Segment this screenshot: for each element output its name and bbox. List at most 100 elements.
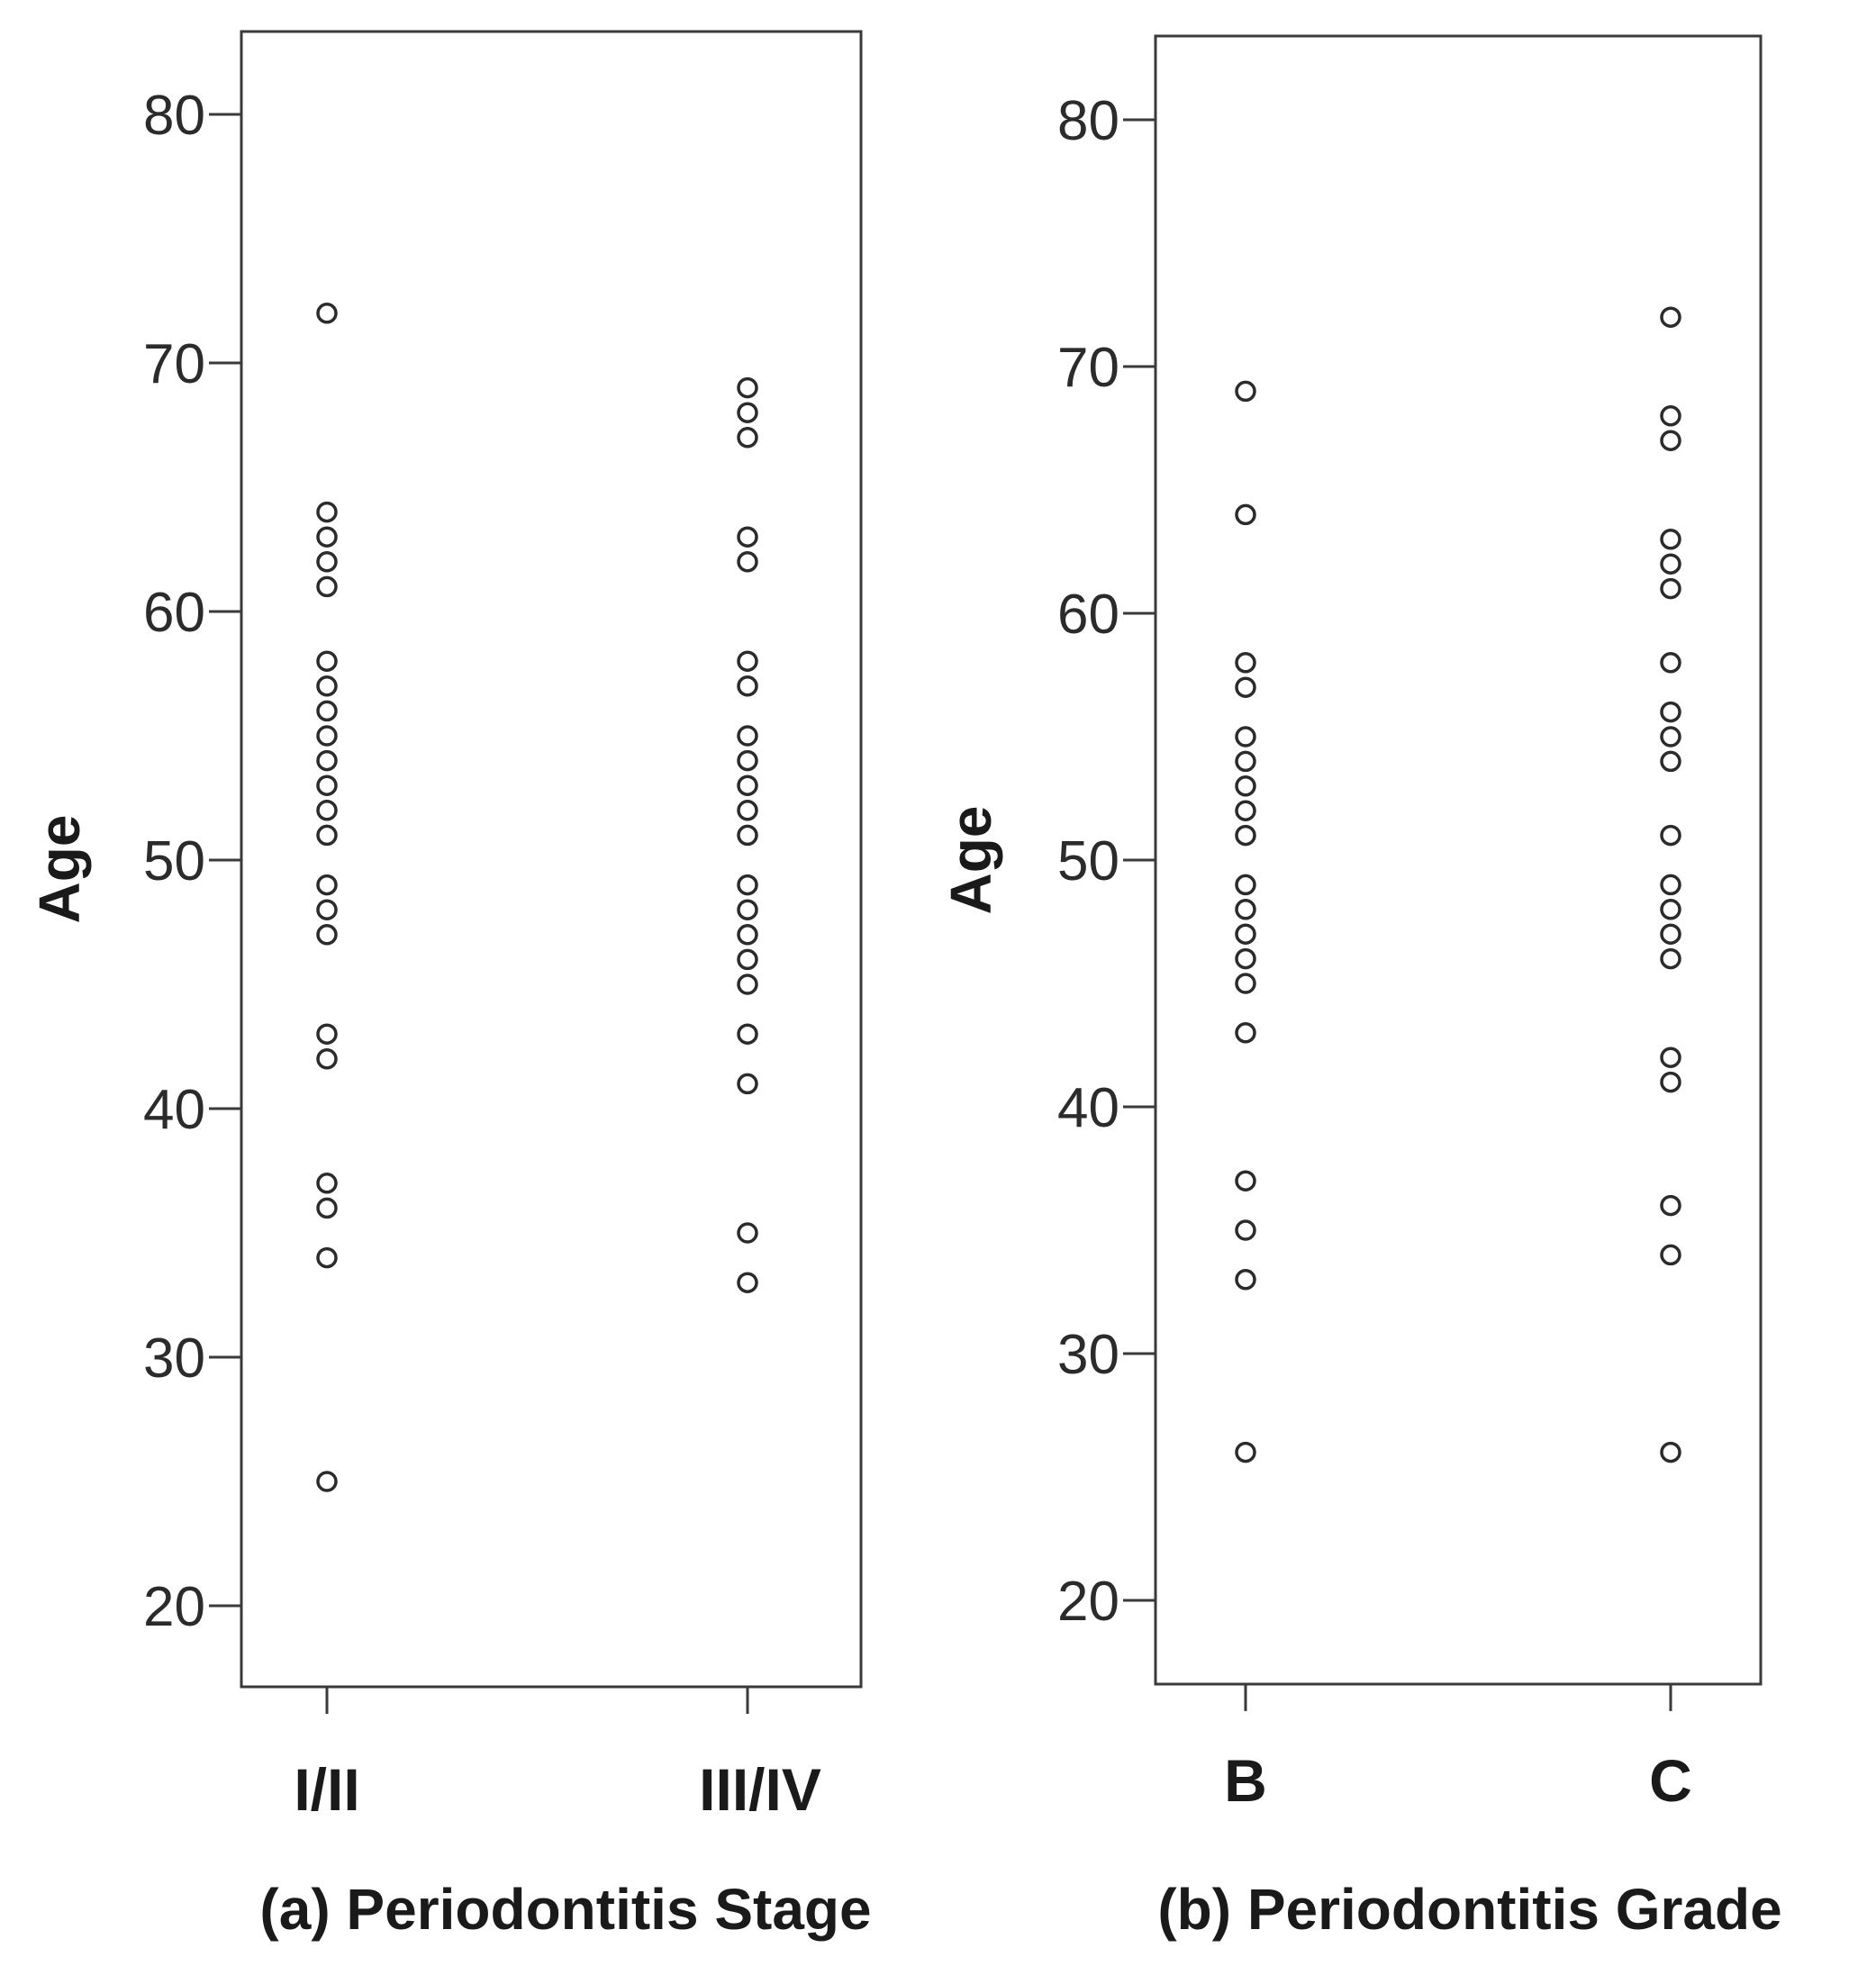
- y-tick-label: 20: [143, 1576, 205, 1638]
- panel-b-y-axis-label: Age: [938, 806, 1003, 915]
- y-tick-label: 40: [143, 1079, 205, 1141]
- data-point: [316, 824, 338, 847]
- panel-a-y-axis-label: Age: [27, 815, 92, 924]
- data-point: [316, 1246, 338, 1269]
- y-tick-label: 80: [1057, 90, 1119, 152]
- y-tick-label: 30: [143, 1327, 205, 1390]
- data-point: [1660, 1441, 1681, 1463]
- data-point: [316, 725, 338, 747]
- data-point: [1660, 923, 1681, 945]
- y-tick-label: 60: [143, 582, 205, 644]
- data-point: [737, 1073, 758, 1095]
- data-point: [316, 1173, 338, 1194]
- data-point: [316, 303, 338, 324]
- data-point: [737, 1272, 758, 1293]
- data-point: [1660, 750, 1681, 773]
- data-point: [1660, 947, 1681, 970]
- data-point: [737, 725, 758, 747]
- data-point: [316, 526, 338, 548]
- data-point: [737, 402, 758, 423]
- y-tick-label: 60: [1057, 584, 1119, 646]
- data-point: [316, 700, 338, 722]
- data-point: [1235, 899, 1256, 920]
- data-point: [737, 974, 758, 995]
- data-point: [1235, 750, 1256, 773]
- data-point: [1235, 726, 1256, 747]
- data-point: [737, 948, 758, 971]
- y-tick-label: 30: [1057, 1324, 1119, 1386]
- data-point: [1235, 874, 1256, 896]
- data-point: [316, 1197, 338, 1219]
- data-point: [1235, 973, 1256, 994]
- data-point: [1235, 800, 1256, 821]
- data-point: [1235, 824, 1256, 847]
- data-point: [1235, 652, 1256, 674]
- data-point: [316, 899, 338, 920]
- data-point: [1660, 726, 1681, 747]
- data-point: [1235, 947, 1256, 970]
- data-point: [316, 575, 338, 598]
- data-point: [737, 749, 758, 772]
- data-point: [316, 501, 338, 523]
- data-point: [737, 1023, 758, 1045]
- data-point: [1235, 1170, 1256, 1191]
- data-point: [1660, 553, 1681, 575]
- panel-a-x-axis-title: (a) Periodontitis Stage: [259, 1877, 871, 1942]
- data-point: [1235, 1441, 1256, 1463]
- y-tick-label: 80: [143, 85, 205, 147]
- data-point: [1660, 1194, 1681, 1217]
- data-point: [316, 1023, 338, 1045]
- data-point: [1660, 1244, 1681, 1266]
- data-point: [737, 675, 758, 697]
- data-point: [316, 1471, 338, 1492]
- data-point: [1660, 652, 1681, 674]
- data-point: [316, 800, 338, 821]
- data-point: [737, 376, 758, 399]
- data-point: [737, 824, 758, 847]
- data-point: [316, 551, 338, 573]
- data-point: [316, 675, 338, 697]
- data-point: [1660, 1046, 1681, 1068]
- panel-b-points: [1235, 306, 1681, 1463]
- panel-a-y-axis: 20 30 40 50 60 70 80: [143, 85, 241, 1638]
- data-point: [316, 874, 338, 896]
- x-category-label: I/II: [294, 1756, 359, 1823]
- data-point: [737, 650, 758, 672]
- data-point: [1235, 1269, 1256, 1291]
- data-point: [737, 924, 758, 946]
- data-point: [1660, 405, 1681, 427]
- y-tick-label: 70: [143, 333, 205, 395]
- x-category-label: B: [1224, 1747, 1267, 1814]
- data-point: [1235, 775, 1256, 797]
- panel-b-y-axis: 20 30 40 50 60 70 80: [1057, 90, 1156, 1633]
- y-tick-label: 50: [143, 830, 205, 892]
- data-point: [1235, 676, 1256, 698]
- data-point: [1660, 824, 1681, 847]
- data-point: [1235, 380, 1256, 403]
- data-point: [737, 874, 758, 896]
- y-tick-label: 50: [1057, 830, 1119, 892]
- data-point: [737, 1222, 758, 1244]
- y-tick-label: 70: [1057, 337, 1119, 399]
- data-point: [737, 551, 758, 573]
- data-point: [1660, 306, 1681, 328]
- panel-a-stage: 20 30 40 50 60 70 80 I/II III/IV Age (a) Period…: [27, 30, 872, 1942]
- data-point: [1660, 529, 1681, 550]
- data-point: [1660, 1071, 1681, 1093]
- data-point: [316, 749, 338, 772]
- data-point: [1235, 1219, 1256, 1241]
- data-point: [1235, 923, 1256, 945]
- data-point: [737, 800, 758, 821]
- panel-b-plot-frame: [1154, 34, 1763, 1686]
- data-point: [1660, 899, 1681, 920]
- panel-a-x-axis: I/II III/IV: [294, 1687, 821, 1823]
- data-point: [1660, 874, 1681, 896]
- data-point: [316, 924, 338, 946]
- data-point: [1235, 503, 1256, 526]
- data-point: [737, 775, 758, 796]
- y-tick-label: 40: [1057, 1077, 1119, 1139]
- data-point: [1660, 430, 1681, 451]
